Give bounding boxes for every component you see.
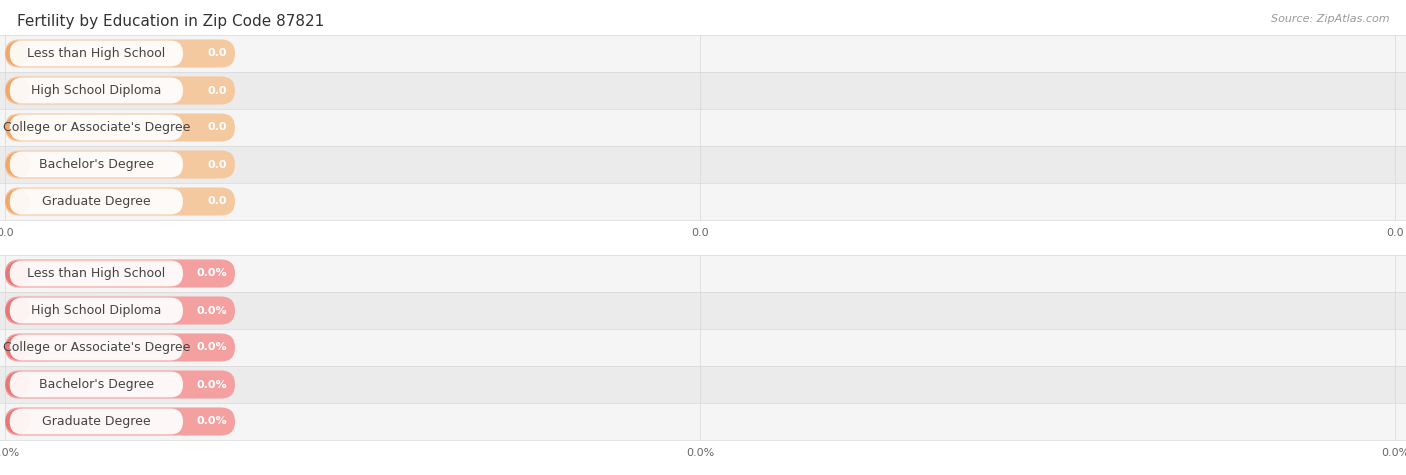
Circle shape [6, 262, 30, 285]
Text: Bachelor's Degree: Bachelor's Degree [39, 378, 153, 391]
Bar [0, 109, 1406, 146]
FancyBboxPatch shape [6, 296, 235, 324]
Circle shape [6, 152, 30, 176]
Text: 0.0%: 0.0% [197, 380, 226, 390]
Text: 0.0%: 0.0% [197, 342, 226, 352]
Text: 0.0: 0.0 [0, 228, 14, 238]
Text: 0.0%: 0.0% [686, 448, 714, 458]
Text: 0.0: 0.0 [208, 86, 226, 95]
Text: College or Associate's Degree: College or Associate's Degree [3, 121, 190, 134]
FancyBboxPatch shape [6, 76, 235, 104]
Circle shape [6, 373, 30, 396]
Text: Less than High School: Less than High School [27, 267, 166, 280]
Text: 0.0%: 0.0% [197, 305, 226, 315]
FancyBboxPatch shape [10, 77, 183, 104]
Text: 0.0: 0.0 [208, 160, 226, 170]
Bar [0, 403, 1406, 440]
Text: 0.0: 0.0 [692, 228, 709, 238]
Bar [0, 292, 1406, 329]
Text: 0.0%: 0.0% [197, 417, 226, 427]
Bar [0, 183, 1406, 220]
FancyBboxPatch shape [6, 333, 235, 361]
Text: College or Associate's Degree: College or Associate's Degree [3, 341, 190, 354]
FancyBboxPatch shape [6, 408, 235, 436]
FancyBboxPatch shape [6, 151, 235, 179]
Text: 0.0: 0.0 [208, 123, 226, 133]
FancyBboxPatch shape [10, 261, 183, 286]
FancyBboxPatch shape [6, 259, 235, 287]
Circle shape [6, 336, 30, 359]
Text: 0.0%: 0.0% [1381, 448, 1406, 458]
Text: 0.0%: 0.0% [0, 448, 20, 458]
Circle shape [6, 410, 30, 433]
Circle shape [6, 190, 30, 213]
Text: High School Diploma: High School Diploma [31, 304, 162, 317]
Text: 0.0: 0.0 [1386, 228, 1403, 238]
Bar [0, 146, 1406, 183]
Text: Graduate Degree: Graduate Degree [42, 195, 150, 208]
Circle shape [6, 42, 30, 65]
Text: 0.0%: 0.0% [197, 268, 226, 278]
FancyBboxPatch shape [6, 114, 235, 142]
FancyBboxPatch shape [6, 39, 235, 67]
FancyBboxPatch shape [6, 188, 235, 216]
Bar [0, 35, 1406, 72]
FancyBboxPatch shape [10, 408, 183, 435]
FancyBboxPatch shape [10, 40, 183, 66]
FancyBboxPatch shape [10, 189, 183, 214]
Text: High School Diploma: High School Diploma [31, 84, 162, 97]
Bar [0, 329, 1406, 366]
Text: 0.0: 0.0 [208, 197, 226, 207]
FancyBboxPatch shape [10, 114, 183, 141]
Bar [0, 255, 1406, 292]
Text: 0.0: 0.0 [208, 48, 226, 58]
FancyBboxPatch shape [10, 371, 183, 398]
Text: Source: ZipAtlas.com: Source: ZipAtlas.com [1271, 14, 1389, 24]
Bar [0, 366, 1406, 403]
FancyBboxPatch shape [10, 334, 183, 361]
Circle shape [6, 79, 30, 102]
Bar [0, 72, 1406, 109]
Text: Fertility by Education in Zip Code 87821: Fertility by Education in Zip Code 87821 [17, 14, 325, 29]
Text: Less than High School: Less than High School [27, 47, 166, 60]
Circle shape [6, 299, 30, 323]
FancyBboxPatch shape [10, 152, 183, 178]
FancyBboxPatch shape [10, 297, 183, 323]
Text: Bachelor's Degree: Bachelor's Degree [39, 158, 153, 171]
Text: Graduate Degree: Graduate Degree [42, 415, 150, 428]
FancyBboxPatch shape [6, 370, 235, 399]
Circle shape [6, 116, 30, 139]
